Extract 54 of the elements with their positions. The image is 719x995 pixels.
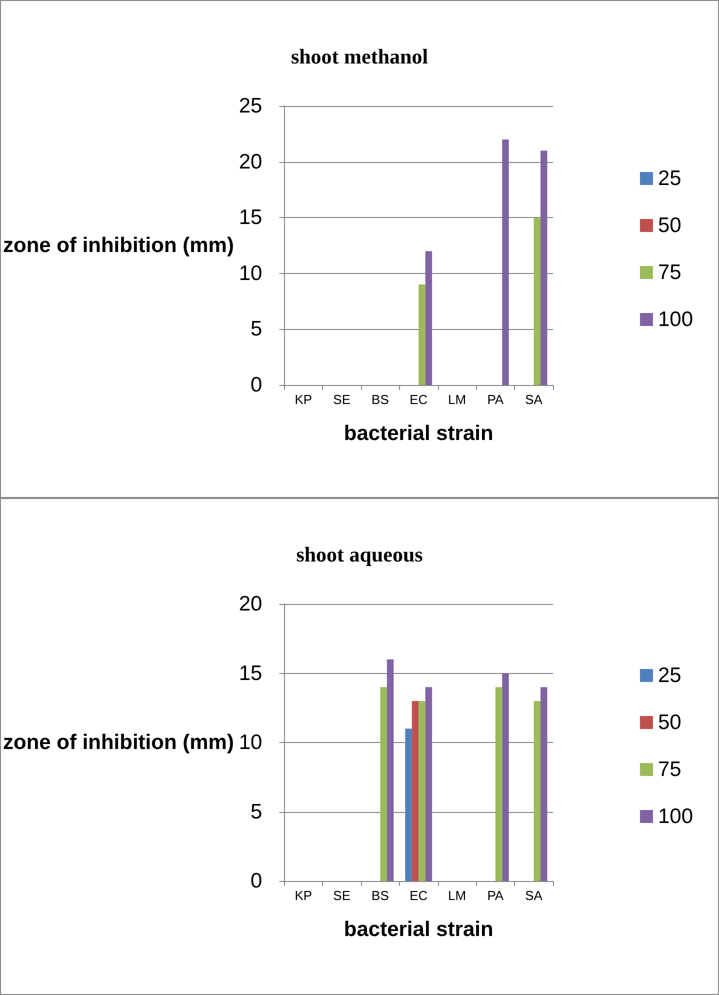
bar <box>380 687 387 881</box>
y-tick-label: 25 <box>238 94 262 118</box>
y-tick-label: 20 <box>238 592 262 616</box>
bar <box>425 251 432 385</box>
x-axis-title: bacterial strain <box>344 422 494 445</box>
y-tick-label: 15 <box>238 662 262 685</box>
y-axis-title: zone of inhibition (mm) <box>2 731 234 754</box>
x-tick-label: KP <box>294 888 312 903</box>
y-axis-title: zone of inhibition (mm) <box>2 234 234 257</box>
legend-label: 25 <box>658 664 682 687</box>
x-tick-label: KP <box>294 392 312 407</box>
y-tick-label: 10 <box>238 262 262 285</box>
y-tick-label: 5 <box>250 318 262 341</box>
legend-label: 25 <box>658 167 682 190</box>
bar <box>534 700 541 881</box>
legend-label: 75 <box>658 758 682 781</box>
bar <box>540 687 548 881</box>
x-tick-label: LM <box>448 392 466 407</box>
y-tick-label: 0 <box>250 870 262 892</box>
bar <box>534 218 541 385</box>
x-tick-label: SE <box>333 392 351 407</box>
y-tick-label: 5 <box>250 800 262 824</box>
legend-label: 50 <box>658 711 682 734</box>
bar <box>386 659 394 881</box>
y-tick-label: 15 <box>238 206 262 230</box>
y-tick-label: 20 <box>238 150 262 174</box>
x-tick-label: BS <box>372 392 390 407</box>
legend-label: 50 <box>658 214 682 237</box>
y-tick-label: 10 <box>238 731 262 754</box>
x-tick-label: PA <box>487 392 504 407</box>
bar <box>540 150 548 385</box>
chart-title: shoot methanol <box>290 44 428 68</box>
legend-label: 100 <box>658 308 694 331</box>
bar <box>418 700 426 881</box>
bar <box>418 284 426 385</box>
x-tick-label: EC <box>410 392 428 407</box>
bar <box>412 700 419 881</box>
x-tick-label: EC <box>410 888 428 903</box>
bar <box>502 673 509 881</box>
x-tick-label: SA <box>525 888 543 903</box>
x-axis-title: bacterial strain <box>344 918 494 941</box>
bar <box>425 687 432 881</box>
bar <box>502 139 509 385</box>
x-tick-label: BS <box>372 888 390 903</box>
chart-title: shoot aqueous <box>296 542 423 566</box>
x-tick-label: LM <box>448 888 466 903</box>
y-tick-label: 0 <box>250 374 262 396</box>
x-tick-label: SA <box>525 392 543 407</box>
bar <box>405 728 412 881</box>
x-tick-label: PA <box>487 888 504 903</box>
bar <box>495 687 502 881</box>
legend-label: 75 <box>658 261 682 284</box>
legend-label: 100 <box>658 805 694 828</box>
x-tick-label: SE <box>333 888 351 903</box>
